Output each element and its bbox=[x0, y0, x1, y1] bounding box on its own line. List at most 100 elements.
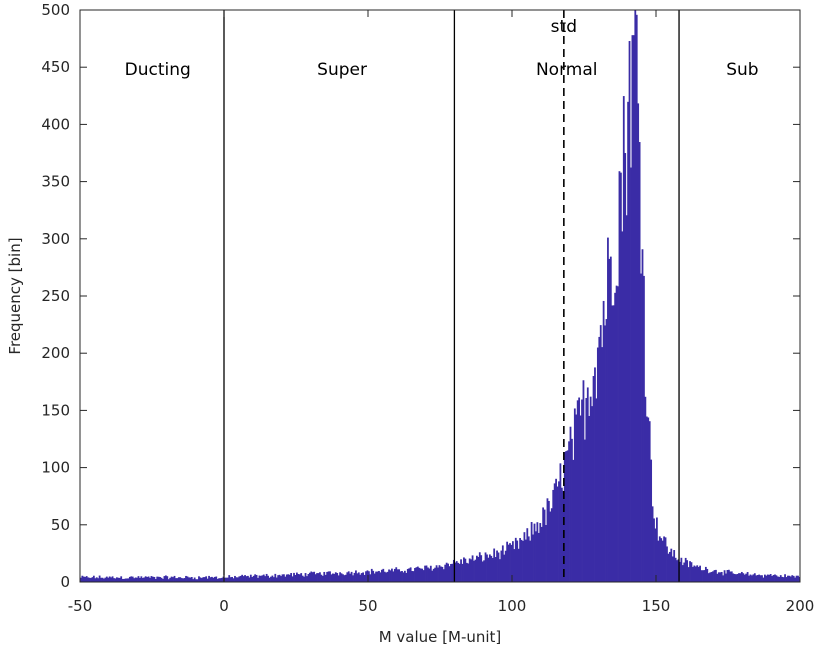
histogram-bar bbox=[447, 563, 449, 582]
histogram-bar bbox=[650, 459, 653, 582]
histogram-bar bbox=[360, 573, 363, 582]
histogram-bar bbox=[349, 573, 352, 582]
histogram-bar bbox=[532, 534, 534, 582]
histogram-bar bbox=[131, 576, 134, 582]
histogram-bar bbox=[203, 577, 206, 582]
histogram-bar bbox=[373, 573, 376, 582]
histogram-bar bbox=[643, 275, 645, 582]
histogram-bar bbox=[319, 572, 321, 582]
histogram-bar bbox=[644, 396, 647, 582]
histogram-bar bbox=[483, 560, 485, 582]
histogram-bar bbox=[481, 561, 484, 582]
histogram-bar bbox=[664, 537, 667, 582]
histogram-bar bbox=[614, 292, 617, 582]
histogram-bar bbox=[749, 574, 752, 582]
histogram-bar bbox=[121, 578, 124, 582]
histogram-bar bbox=[216, 578, 219, 582]
x-axis-ticks: -50 0 50 100 150 200 bbox=[68, 10, 814, 615]
histogram-bar bbox=[316, 573, 318, 582]
histogram-bar bbox=[437, 567, 439, 582]
histogram-bar bbox=[385, 572, 388, 582]
histogram-bar bbox=[226, 577, 229, 582]
histogram-bar bbox=[359, 574, 362, 582]
histogram-bar bbox=[342, 574, 344, 582]
histogram-bar bbox=[609, 256, 612, 582]
histogram-bar bbox=[245, 576, 248, 582]
histogram-bar bbox=[101, 577, 104, 582]
histogram-bar bbox=[164, 575, 167, 582]
histogram-bar bbox=[704, 566, 707, 582]
histogram-bar bbox=[396, 569, 399, 582]
histogram-bar bbox=[618, 171, 621, 582]
histogram-bar bbox=[321, 575, 324, 582]
histogram-bar bbox=[552, 489, 555, 582]
histogram-bar bbox=[110, 577, 113, 582]
histogram-bar bbox=[555, 478, 557, 582]
histogram-bar bbox=[715, 569, 717, 582]
histogram-bar bbox=[507, 544, 510, 582]
histogram-bar bbox=[537, 532, 540, 582]
histogram-bar bbox=[128, 576, 131, 582]
histogram-bar bbox=[126, 578, 128, 582]
histogram-bar bbox=[130, 576, 133, 582]
histogram-bar bbox=[193, 577, 196, 582]
histogram-bar bbox=[330, 574, 333, 582]
histogram-bar bbox=[170, 576, 173, 582]
histogram-bar bbox=[281, 574, 284, 582]
histogram-bar bbox=[429, 565, 432, 582]
histogram-bar bbox=[262, 574, 265, 582]
histogram-bar bbox=[689, 561, 691, 582]
histogram-bar bbox=[149, 577, 151, 582]
histogram-bar bbox=[267, 575, 269, 582]
histogram-bar bbox=[730, 571, 733, 582]
histogram-bar bbox=[180, 578, 183, 582]
y-tick-label: 0 bbox=[60, 573, 70, 591]
histogram-bar bbox=[415, 567, 418, 582]
histogram-bar bbox=[218, 578, 221, 582]
histogram-bar bbox=[419, 568, 422, 582]
histogram-bar bbox=[542, 507, 545, 582]
histogram-bar bbox=[114, 578, 117, 582]
x-tick-label: 100 bbox=[498, 597, 527, 615]
histogram-bar bbox=[108, 576, 111, 582]
histogram-bar bbox=[674, 557, 677, 582]
x-tick-label: 50 bbox=[358, 597, 377, 615]
histogram-bar bbox=[692, 566, 694, 582]
histogram-bar bbox=[772, 574, 775, 582]
histogram-bar bbox=[202, 577, 205, 582]
histogram-bar bbox=[658, 536, 661, 582]
histogram-bar bbox=[272, 577, 275, 582]
histogram-bar bbox=[310, 571, 313, 582]
histogram-bar bbox=[211, 576, 213, 582]
region-label: Super bbox=[317, 60, 367, 80]
histogram-bar bbox=[124, 578, 127, 582]
histogram-bar bbox=[357, 572, 360, 582]
histogram-bar bbox=[648, 421, 651, 582]
histogram-bar bbox=[425, 565, 428, 582]
histogram-bar bbox=[270, 576, 272, 582]
y-tick-label: 250 bbox=[41, 287, 70, 305]
histogram-bar bbox=[605, 319, 608, 582]
histogram-bar bbox=[681, 565, 684, 582]
histogram-bar bbox=[591, 406, 593, 582]
histogram-bar bbox=[667, 553, 670, 582]
histogram-bar bbox=[723, 570, 726, 582]
histogram-bar bbox=[152, 576, 154, 582]
histogram-bar bbox=[733, 573, 736, 582]
histogram-bar bbox=[209, 577, 212, 582]
histogram-bar bbox=[85, 576, 88, 582]
histogram-bar bbox=[653, 518, 655, 582]
histogram-bar bbox=[488, 554, 491, 582]
histogram-bar bbox=[308, 572, 311, 582]
histogram-bar bbox=[412, 571, 415, 582]
histogram-bar bbox=[365, 571, 367, 582]
histogram-bar bbox=[461, 563, 464, 582]
histogram-bar bbox=[84, 576, 87, 582]
histogram-bar bbox=[393, 568, 396, 582]
histogram-bar bbox=[549, 511, 552, 582]
histogram-bar bbox=[136, 577, 138, 582]
histogram-bar bbox=[775, 575, 778, 582]
histogram-bar bbox=[248, 577, 251, 582]
histogram-bar bbox=[236, 577, 239, 582]
histogram-bar bbox=[787, 575, 789, 582]
